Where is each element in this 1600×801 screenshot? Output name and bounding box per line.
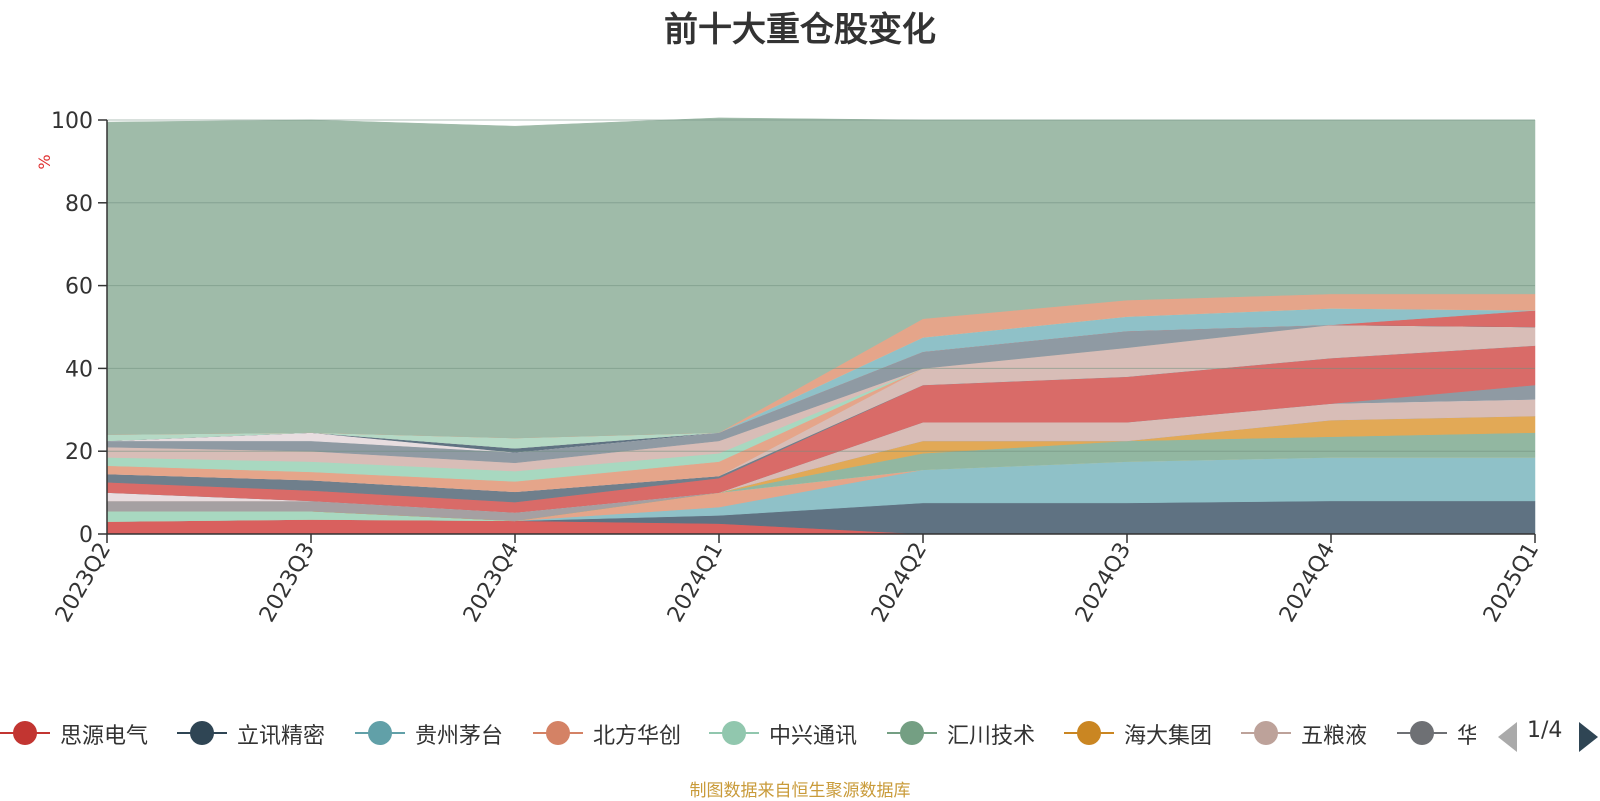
x-tick-label: 2024Q3 [1071,539,1136,627]
x-tick-label: 2023Q3 [255,539,320,627]
legend-label: 海大集团 [1124,724,1213,749]
x-tick-label: 2024Q1 [663,539,728,627]
legend-label: 思源电气 [60,724,149,749]
legend-dot-marker [1077,721,1101,745]
y-tick-label: 40 [65,357,93,382]
legend-items: 思源电气 立讯精密 贵州茅台 北方华创 中兴通讯 汇川技术 海大集团 五粮液 华 [0,712,1476,752]
legend-dot-marker [722,721,746,745]
legend-page-indicator: 1/4 [1527,718,1563,743]
legend-label: 立讯精密 [237,724,326,749]
legend-label: 贵州茅台 [415,724,504,749]
legend-dot-marker [190,721,214,745]
legend-prev-page-button[interactable] [1498,722,1517,752]
area-series-24 [106,117,1536,439]
x-tick-label: 2024Q4 [1275,539,1340,627]
x-tick-label: 2023Q2 [51,539,116,627]
gridlines [107,119,1535,452]
y-axis-unit-label: % [35,154,54,169]
legend-label: 中兴通讯 [769,724,858,749]
legend-dot-marker [13,721,37,745]
legend-dot-marker [368,721,392,745]
legend-label: 汇川技术 [947,724,1036,749]
y-tick-label: 20 [65,440,93,465]
x-tick-label: 2025Q1 [1479,539,1544,627]
legend-label: 北方华创 [593,724,682,749]
y-tick-label: 60 [65,275,93,300]
source-note: 制图数据来自恒生聚源数据库 [689,781,911,801]
legend-next-page-button[interactable] [1579,722,1598,752]
x-tick-label: 2024Q2 [867,539,932,627]
legend-dot-marker [1410,721,1434,745]
legend-dot-marker [546,721,570,745]
y-tick-label: 80 [65,192,93,217]
y-tick-label: 0 [79,523,93,548]
y-tick-label: 100 [51,109,93,134]
area-layers [106,117,1536,535]
legend-dot-marker [900,721,924,745]
chart-area: 0 20 40 60 80 100 2023Q2 2023Q3 2023Q4 2024Q1 2024… [35,109,1544,627]
legend-label: 五粮液 [1301,724,1368,749]
x-tick-label: 2023Q4 [459,539,524,627]
legend-dot-marker [1254,721,1278,745]
legend: 思源电气 立讯精密 贵州茅台 北方华创 中兴通讯 汇川技术 海大集团 五粮液 华 1/4 [0,712,1600,752]
legend-label: 华 [1457,724,1476,749]
chart-title: 前十大重仓股变化 [664,10,936,50]
